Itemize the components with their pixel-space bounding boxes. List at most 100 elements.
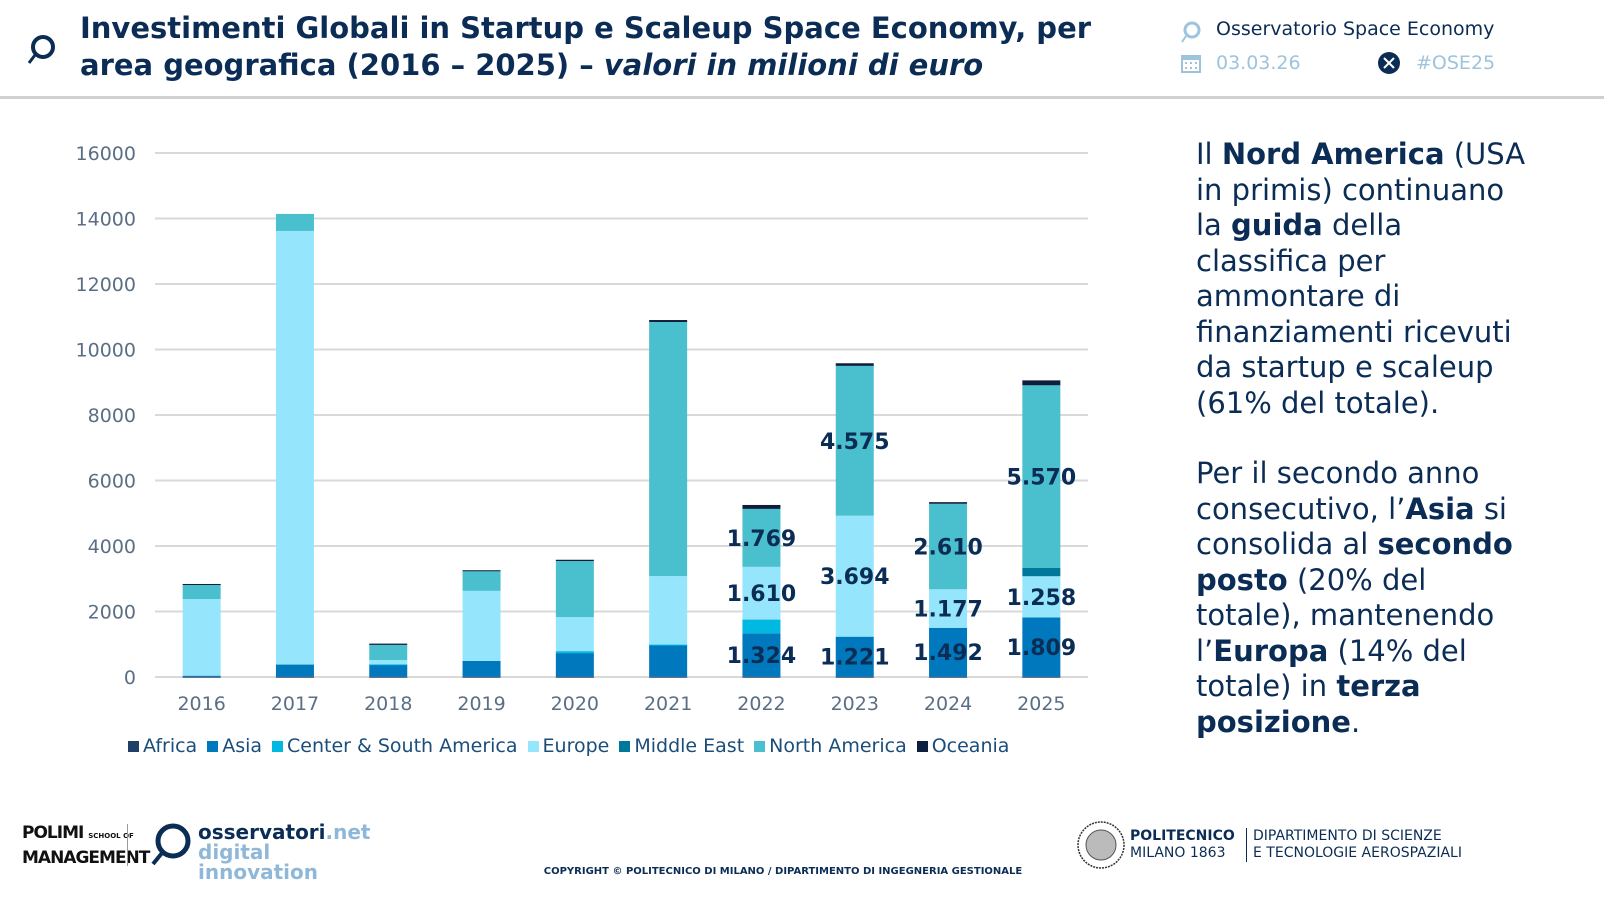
- slide-header: Investimenti Globali in Startup e Scaleu…: [0, 0, 1604, 99]
- legend-label: North America: [769, 735, 907, 757]
- bar-segment-europe-2022: [742, 566, 781, 620]
- legend-swatch: [527, 740, 539, 752]
- y-tick-label: 12000: [76, 274, 136, 296]
- data-label: 1.809: [1007, 636, 1077, 661]
- bar-segment-oceania-2020: [555, 559, 594, 562]
- legend-item: North America: [754, 735, 907, 757]
- bar-segment-europe-2024: [929, 589, 968, 628]
- commentary-run: secondo posto: [1196, 527, 1513, 597]
- bar-segment-north-america-2021: [649, 321, 688, 577]
- calendar-icon: [1181, 55, 1201, 73]
- bar-segment-asia-2018: [369, 664, 408, 677]
- commentary-run: (USA in primis) continuano la: [1196, 137, 1526, 242]
- bar-segment-oceania-2021: [649, 320, 688, 322]
- commentary-run: (14% del totale) in: [1196, 633, 1467, 704]
- legend-item: Oceania: [916, 735, 1010, 757]
- x-logo-icon[interactable]: [1378, 52, 1400, 74]
- bar-segment-africa-2018: [369, 676, 408, 678]
- bar-segment-africa-2020: [555, 676, 594, 678]
- data-label: 4.575: [820, 430, 890, 455]
- bar-segment-africa-2024: [929, 676, 968, 678]
- commentary-run: terza posizione: [1196, 669, 1421, 739]
- data-label: 3.694: [820, 565, 890, 590]
- bar-segment-africa-2021: [649, 676, 688, 678]
- data-label: 1.769: [727, 527, 797, 552]
- data-label: 1.492: [913, 641, 983, 666]
- bar-segment-north-america-2025: [1022, 385, 1061, 568]
- legend-label: Africa: [143, 735, 198, 757]
- bar-segment-africa-2017: [275, 676, 314, 678]
- data-label: 1.221: [820, 646, 890, 671]
- bar-segment-asia-2021: [649, 644, 688, 677]
- legend-item: Middle East: [619, 735, 744, 757]
- commentary-run: si consolida al: [1196, 491, 1507, 562]
- bar-segment-africa-2022: [742, 676, 781, 678]
- hashtag[interactable]: #OSE25: [1416, 52, 1496, 74]
- bar-segment-north-america-2022: [742, 508, 781, 567]
- bar-segment-center-south-america-2021: [649, 644, 688, 646]
- bar-segment-asia-2017: [275, 664, 314, 677]
- commentary-run: della classifica per ammontare di finanz…: [1196, 208, 1512, 420]
- bar-segment-africa-2016: [182, 676, 221, 678]
- commentary-paragraph-1: Il Nord America (USA in primis) continua…: [1196, 137, 1536, 421]
- x-tick-label: 2023: [831, 693, 879, 715]
- bar-segment-europe-2023: [835, 515, 874, 637]
- bar-segment-europe-2020: [555, 617, 594, 652]
- bar-segment-asia-2024: [929, 627, 968, 677]
- data-label: 1.610: [727, 582, 797, 607]
- data-label: 5.570: [1007, 466, 1077, 491]
- bar-segment-north-america-2023: [835, 365, 874, 516]
- y-tick-label: 4000: [88, 536, 136, 558]
- x-tick-label: 2022: [737, 693, 785, 715]
- x-tick-label: 2016: [177, 693, 225, 715]
- x-tick-label: 2020: [551, 693, 599, 715]
- bar-segment-africa-2019: [462, 676, 501, 678]
- legend-swatch: [619, 740, 631, 752]
- commentary-text: Il Nord America (USA in primis) continua…: [1196, 137, 1536, 775]
- date: 03.03.26: [1216, 52, 1301, 74]
- commentary-run: Europa: [1213, 633, 1329, 668]
- bar-segment-north-america-2020: [555, 561, 594, 618]
- bar-segment-oceania-2025: [1022, 380, 1061, 386]
- polimi-logo: POLIMI SCHOOL OF MANAGEMENT: [22, 823, 150, 868]
- bar-segment-asia-2020: [555, 653, 594, 677]
- x-tick-label: 2021: [644, 693, 692, 715]
- bar-segment-north-america-2018: [369, 644, 408, 660]
- divider: [127, 824, 128, 866]
- x-tick-label: 2017: [271, 693, 319, 715]
- x-tick-label: 2018: [364, 693, 412, 715]
- bar-segment-asia-2025: [1022, 617, 1061, 677]
- bar-segment-middle-east-2025: [1022, 567, 1061, 577]
- bar-segment-europe-2017: [275, 230, 314, 665]
- bar-segment-north-america-2019: [462, 570, 501, 591]
- title-italic: valori in milioni di euro: [603, 48, 984, 82]
- legend-swatch: [128, 740, 139, 752]
- y-tick-label: 2000: [88, 602, 136, 624]
- page-title: Investimenti Globali in Startup e Scaleu…: [80, 10, 1100, 84]
- commentary-run: Nord America: [1221, 137, 1445, 171]
- bar-segment-oceania-2024: [929, 502, 968, 504]
- data-label: 1.258: [1007, 586, 1077, 611]
- legend-item: Europe: [527, 735, 609, 757]
- department-name: DIPARTIMENTO DI SCIENZE E TECNOLOGIE AERO…: [1246, 828, 1462, 862]
- politecnico-logo-text: POLITECNICO MILANO 1863: [1130, 828, 1235, 861]
- bar-segment-oceania-2019: [462, 570, 501, 572]
- commentary-run: Asia: [1405, 491, 1475, 526]
- footer-logos-right: POLITECNICO MILANO 1863 DIPARTIMENTO DI S…: [1076, 820, 1462, 874]
- title-main: Investimenti Globali in Startup e Scaleu…: [80, 11, 1092, 82]
- osservatori-logo: osservatori.net digital innovation: [198, 820, 371, 884]
- bar-segment-north-america-2017: [275, 213, 314, 231]
- bar-segment-europe-2018: [369, 659, 408, 665]
- legend-swatch: [916, 740, 928, 752]
- bar-segment-asia-2022: [742, 633, 781, 677]
- legend-label: Oceania: [931, 735, 1010, 757]
- stacked-bar-chart: 0 2000 4000 6000 8000 10000 12000 14000 16000 201…: [76, 143, 1088, 715]
- copyright: COPYRIGHT © POLITECNICO DI MILANO / DIPA…: [543, 866, 1023, 877]
- magnifier-logo-icon: [27, 35, 55, 64]
- x-tick-label: 2019: [457, 693, 505, 715]
- bar-segment-center-south-america-2020: [555, 651, 594, 654]
- bar-segment-asia-2016: [182, 675, 221, 677]
- x-tick-label: 2025: [1017, 693, 1065, 715]
- y-tick-label: 0: [124, 667, 136, 689]
- data-label: 2.610: [913, 536, 983, 561]
